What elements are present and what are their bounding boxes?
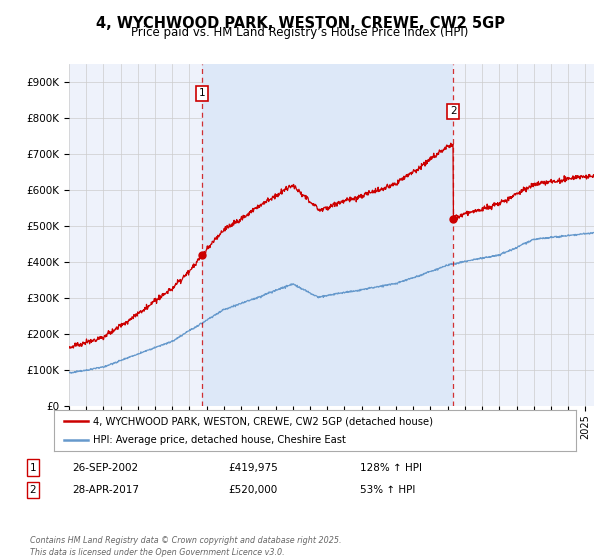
Text: Price paid vs. HM Land Registry’s House Price Index (HPI): Price paid vs. HM Land Registry’s House …	[131, 26, 469, 39]
Text: 2: 2	[450, 106, 457, 116]
Text: 4, WYCHWOOD PARK, WESTON, CREWE, CW2 5GP (detached house): 4, WYCHWOOD PARK, WESTON, CREWE, CW2 5GP…	[93, 417, 433, 426]
Text: HPI: Average price, detached house, Cheshire East: HPI: Average price, detached house, Ches…	[93, 435, 346, 445]
Bar	[202, 64, 454, 406]
Text: 1: 1	[29, 463, 37, 473]
Text: 128% ↑ HPI: 128% ↑ HPI	[360, 463, 422, 473]
Text: 1: 1	[199, 88, 206, 98]
Text: 2: 2	[29, 485, 37, 495]
Text: 28-APR-2017: 28-APR-2017	[72, 485, 139, 495]
Text: £520,000: £520,000	[228, 485, 277, 495]
Text: £419,975: £419,975	[228, 463, 278, 473]
Text: 4, WYCHWOOD PARK, WESTON, CREWE, CW2 5GP: 4, WYCHWOOD PARK, WESTON, CREWE, CW2 5GP	[95, 16, 505, 31]
Text: Contains HM Land Registry data © Crown copyright and database right 2025.
This d: Contains HM Land Registry data © Crown c…	[30, 536, 341, 557]
Text: 26-SEP-2002: 26-SEP-2002	[72, 463, 138, 473]
Text: 53% ↑ HPI: 53% ↑ HPI	[360, 485, 415, 495]
